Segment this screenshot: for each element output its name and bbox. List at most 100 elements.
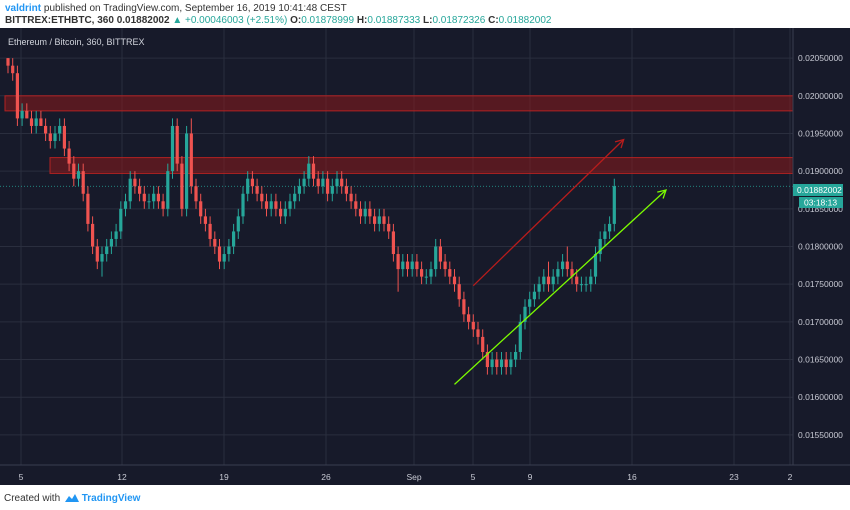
candle-body bbox=[72, 163, 76, 179]
candle-body bbox=[462, 299, 466, 315]
candle-body bbox=[589, 276, 593, 285]
price-label: 0.01650000 bbox=[798, 355, 843, 365]
candle-body bbox=[76, 171, 81, 179]
candle-body bbox=[48, 133, 52, 142]
resistance-zones bbox=[4, 95, 794, 174]
candle-body bbox=[119, 208, 123, 232]
price-chart[interactable]: 0.02050000 0.02000000 0.01950000 0.01900000… bbox=[0, 28, 850, 485]
high-label: H: bbox=[356, 15, 368, 26]
candle-body bbox=[128, 178, 132, 202]
date-label: 19 bbox=[219, 472, 229, 482]
candle-body bbox=[377, 216, 381, 224]
date-label: 5 bbox=[471, 472, 476, 482]
price-labels: 0.02050000 0.02000000 0.01950000 0.01900000… bbox=[798, 53, 843, 440]
price-label: 0.01750000 bbox=[798, 279, 843, 289]
candle-body bbox=[321, 178, 325, 187]
open-label: O: bbox=[290, 15, 302, 26]
candle-body bbox=[467, 314, 471, 322]
candle-body bbox=[269, 201, 273, 209]
candle-body bbox=[434, 246, 438, 270]
candle-body bbox=[546, 276, 551, 285]
candle-body bbox=[405, 261, 410, 270]
low-value: 0.01872326 bbox=[432, 15, 486, 26]
candle-body bbox=[542, 276, 546, 285]
candle-body bbox=[490, 359, 494, 368]
low-label: L: bbox=[423, 15, 433, 26]
ohlc-values: O:0.01878999 H:0.01887333 L:0.01872326 C… bbox=[290, 15, 551, 26]
candle-body bbox=[358, 208, 363, 217]
candle-body bbox=[330, 186, 334, 194]
candle-body bbox=[213, 238, 217, 247]
candle-body bbox=[142, 193, 146, 202]
candle-body bbox=[344, 186, 348, 194]
price-change: +0.00046003 (+2.51%) bbox=[185, 15, 288, 26]
resistance-zone bbox=[49, 157, 794, 174]
candle-body bbox=[39, 118, 43, 126]
candle-body bbox=[91, 223, 95, 247]
candle-body bbox=[335, 178, 339, 187]
candle-body bbox=[11, 65, 15, 74]
price-tags: 0.01882002 03:18:13 bbox=[793, 184, 843, 208]
candle-body bbox=[368, 208, 372, 217]
candle-body bbox=[514, 351, 518, 360]
candle-body bbox=[504, 359, 508, 368]
candle-body bbox=[29, 118, 34, 126]
candle-body bbox=[485, 351, 489, 368]
candle-body bbox=[612, 186, 616, 224]
candle-body bbox=[123, 201, 128, 209]
chart-legend: Ethereum / Bitcoin, 360, BITTREX bbox=[8, 37, 145, 47]
date-label: 2 bbox=[788, 472, 793, 482]
price-label: 0.01550000 bbox=[798, 430, 843, 440]
tradingview-brand[interactable]: TradingView bbox=[81, 493, 141, 504]
candle-body bbox=[170, 125, 175, 172]
candle-body bbox=[363, 208, 367, 217]
candle-body bbox=[593, 254, 598, 277]
current-price-tag bbox=[793, 184, 843, 196]
price-axis[interactable] bbox=[793, 28, 850, 465]
candle-body bbox=[603, 231, 607, 239]
candle-body bbox=[6, 58, 10, 66]
price-label: 0.01850000 bbox=[798, 204, 843, 214]
candle-body bbox=[429, 269, 433, 277]
candle-body bbox=[161, 201, 165, 209]
candle-body bbox=[302, 178, 306, 187]
date-label: 5 bbox=[19, 472, 24, 482]
date-label: 26 bbox=[321, 472, 331, 482]
candle-body bbox=[551, 276, 555, 285]
candle-body bbox=[457, 284, 461, 300]
candle-body bbox=[415, 261, 419, 270]
candle-body bbox=[382, 216, 386, 224]
candle-body bbox=[67, 148, 71, 164]
candle-body bbox=[152, 193, 156, 202]
candle-body bbox=[95, 246, 99, 262]
candle-body bbox=[100, 254, 104, 262]
resistance-zone bbox=[4, 95, 794, 112]
close-label: C: bbox=[488, 15, 499, 26]
countdown-tag bbox=[799, 197, 843, 208]
candle-body bbox=[387, 223, 391, 232]
candle-body bbox=[15, 73, 19, 119]
author-link[interactable]: valdrint bbox=[5, 3, 42, 14]
chart-area[interactable]: 0.02050000 0.02000000 0.01950000 0.01900000… bbox=[0, 28, 850, 485]
candle-body bbox=[471, 321, 475, 330]
candle-body bbox=[246, 178, 250, 194]
candle-body bbox=[217, 246, 222, 262]
candle-body bbox=[208, 223, 212, 239]
candle-body bbox=[236, 216, 240, 232]
candle-body bbox=[222, 254, 226, 262]
candle-body bbox=[420, 269, 424, 277]
publish-line: valdrint published on TradingView.com, S… bbox=[5, 3, 347, 14]
price-label: 0.01700000 bbox=[798, 317, 843, 327]
footer: Created with TradingView bbox=[0, 485, 850, 510]
red-trendline bbox=[472, 139, 625, 287]
candle-body bbox=[86, 193, 90, 224]
open-value: 0.01878999 bbox=[301, 15, 355, 26]
high-value: 0.01887333 bbox=[367, 15, 421, 26]
candle-body bbox=[523, 306, 527, 322]
candle-body bbox=[133, 178, 137, 187]
price-label: 0.01900000 bbox=[798, 166, 843, 176]
date-label: 12 bbox=[117, 472, 127, 482]
candle-body bbox=[227, 246, 231, 255]
symbol-line: BITTREX:ETHBTC, 360 0.01882002 ▲ +0.0004… bbox=[5, 15, 552, 26]
price-label: 0.02050000 bbox=[798, 53, 843, 63]
